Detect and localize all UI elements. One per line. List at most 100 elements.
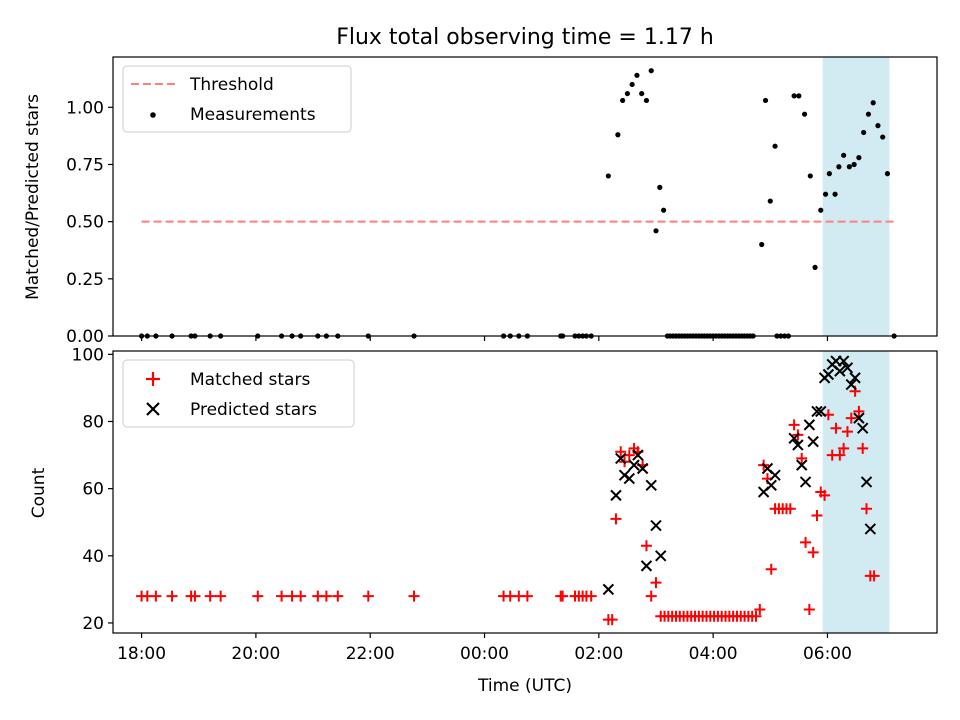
x-tick-label: 22:00	[346, 644, 395, 664]
top-panel: 0.00 0.25 0.50 0.75 1.00 Matched/Predicted s…	[23, 56, 938, 347]
predicted-star-point	[815, 405, 827, 418]
measurement-point	[653, 228, 659, 234]
measurement-point	[767, 198, 773, 204]
matched-star-point	[811, 510, 823, 521]
bottom-y-tick-label: 60	[82, 480, 104, 500]
measurement-point	[836, 164, 842, 170]
measurement-points	[138, 68, 897, 339]
bottom-y-tick-label: 100	[72, 345, 104, 365]
measurement-point	[772, 143, 778, 149]
bottom-y-ticks: 20 40 60 80 100	[72, 345, 113, 634]
matched-star-point	[841, 426, 853, 438]
matched-star-point	[853, 405, 865, 417]
x-tick-label: 02:00	[574, 644, 623, 664]
bottom-highlight-span	[822, 351, 890, 633]
measurement-point	[818, 207, 824, 213]
measurement-point	[875, 123, 881, 129]
top-y-ticks: 0.00 0.25 0.50 0.75 1.00	[66, 98, 113, 347]
predicted-star-point	[765, 479, 777, 491]
matched-star-point	[788, 419, 800, 431]
matched-star-point	[650, 577, 662, 589]
predicted-star-point	[834, 365, 846, 377]
predicted-star-point	[807, 435, 819, 448]
matched-star-point	[750, 610, 762, 622]
bottom-y-tick-label: 40	[82, 547, 104, 567]
measurement-point	[629, 81, 635, 88]
legend-predicted-label: Predicted stars	[190, 400, 317, 420]
measurement-point	[615, 132, 621, 138]
predicted-star-point	[610, 489, 622, 502]
matched-star-point	[834, 449, 846, 461]
matched-star-point	[784, 503, 796, 515]
measurement-point	[846, 164, 852, 170]
measurement-point	[807, 173, 813, 179]
matched-star-point	[845, 412, 857, 424]
measurement-point	[801, 111, 808, 117]
predicted-star-point	[640, 560, 653, 572]
measurement-point	[851, 161, 857, 168]
bottom-panel: 20 40 60 80 100 18:00 20:00 22:00 00:00 02:00 04:…	[29, 345, 938, 696]
matched-star-point	[276, 590, 288, 602]
bottom-y-axis-label: Count	[29, 467, 49, 518]
predicted-star-point	[803, 419, 816, 431]
matched-star-point	[557, 590, 569, 602]
predicted-star-point	[849, 372, 861, 384]
measurement-point	[841, 152, 847, 158]
measurement-point	[657, 184, 663, 190]
top-y-tick-label: 0.75	[66, 155, 104, 175]
predicted-star-point	[853, 412, 865, 424]
x-tick-label: 20:00	[231, 644, 280, 664]
measurement-point	[759, 241, 765, 248]
predicted-star-point	[864, 523, 877, 535]
top-axes-frame	[112, 56, 938, 337]
measurement-point	[884, 171, 891, 177]
measurement-point	[643, 97, 650, 104]
matched-star-point	[765, 563, 777, 575]
predicted-star-point	[841, 362, 854, 374]
matched-star-point	[332, 590, 344, 602]
measurement-point	[812, 264, 818, 270]
measurement-point	[605, 173, 611, 179]
measurement-point	[870, 100, 876, 106]
legend-measurements-label: Measurements	[190, 105, 316, 125]
predicted-star-point	[769, 469, 781, 481]
matched-star-point	[807, 546, 819, 558]
measurement-point	[861, 129, 867, 136]
top-y-tick-label: 0.25	[66, 270, 104, 290]
matched-star-point	[408, 590, 420, 602]
predicted-star-point	[856, 422, 869, 434]
bottom-axes-frame	[112, 350, 938, 634]
predicted-star-point	[645, 479, 657, 491]
x-tick-label: 06:00	[803, 644, 852, 664]
measurement-point	[826, 171, 832, 177]
x-tick-label: 04:00	[689, 644, 738, 664]
predicted-star-point	[615, 452, 627, 465]
bottom-legend: Matched stars Predicted stars	[122, 359, 355, 428]
measurement-point	[791, 93, 797, 99]
measurement-point	[624, 90, 631, 97]
matched-star-point	[800, 536, 812, 548]
x-tick-label: 00:00	[460, 644, 509, 664]
legend-measurements-swatch	[150, 112, 156, 118]
predicted-star-point	[628, 459, 640, 471]
matched-star-point	[295, 590, 307, 602]
predicted-star-point	[788, 432, 800, 444]
matched-star-point	[521, 590, 533, 602]
matched-star-point	[615, 446, 627, 458]
top-y-tick-label: 0.00	[66, 327, 104, 347]
matched-stars-points	[136, 385, 880, 626]
measurement-point	[762, 97, 769, 104]
matched-star-point	[796, 452, 808, 464]
top-y-tick-label: 0.50	[66, 213, 104, 233]
measurement-point	[856, 155, 862, 161]
matched-star-point	[606, 614, 618, 626]
matched-star-point	[857, 442, 869, 454]
measurement-point	[634, 72, 640, 78]
matched-star-point	[645, 590, 657, 602]
matched-star-point	[754, 604, 766, 615]
legend-predicted-swatch	[146, 402, 160, 416]
top-legend: Threshold Measurements	[122, 65, 352, 133]
matched-star-point	[166, 590, 178, 602]
measurement-point	[639, 90, 645, 97]
predicted-star-point	[632, 449, 644, 461]
